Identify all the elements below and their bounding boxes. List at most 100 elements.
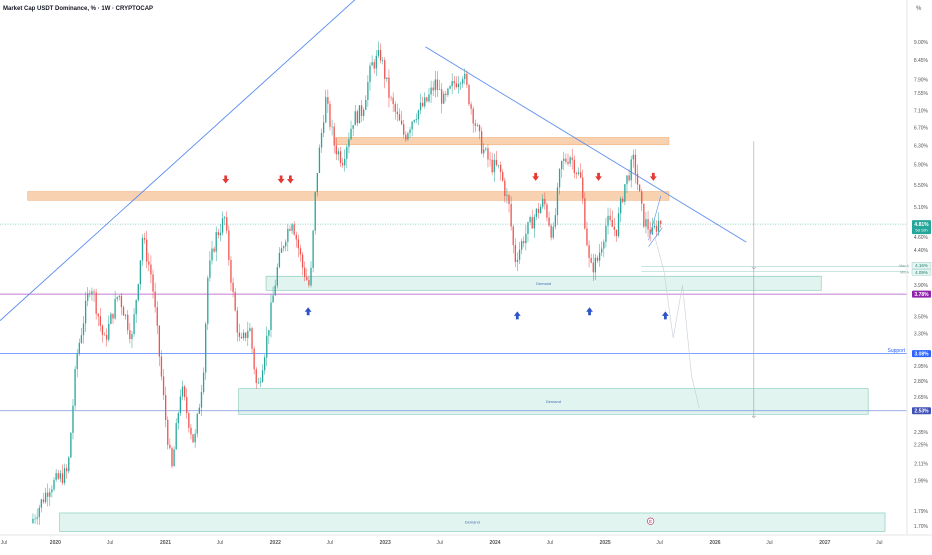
candle-body (316, 172, 318, 193)
candle-body (295, 234, 297, 240)
demand-zone (238, 388, 869, 415)
candle-body (245, 332, 247, 338)
candle-body (122, 307, 125, 316)
candle-body (306, 277, 308, 280)
y-tick-label: 4.40% (914, 248, 929, 254)
candle-body (82, 323, 85, 336)
candle-body (196, 413, 198, 434)
down-arrow (532, 172, 540, 181)
candle-body (489, 159, 491, 161)
candle-body (255, 369, 257, 384)
candle-body (207, 277, 209, 324)
candle-body (169, 444, 171, 449)
candle-body (200, 391, 203, 408)
candle-body (638, 184, 641, 192)
price-axis[interactable]: 9.00% 8.45% 7.90% 7.55% 7.10% 6.70% 6.30% 5.90%… (914, 40, 929, 530)
candle-body (308, 279, 310, 286)
candle-body (428, 94, 430, 102)
candle-body (645, 219, 647, 227)
y-tick-label: 2.95% (914, 364, 929, 370)
support-label: Support (887, 348, 905, 354)
candle-body (430, 87, 432, 95)
candle-body (36, 517, 38, 519)
candle-body (573, 159, 575, 173)
candle-body (455, 83, 458, 88)
x-tick-label: Jul (327, 540, 333, 546)
candle-body (632, 154, 634, 160)
candle-body (84, 300, 87, 324)
candle-body (57, 473, 59, 479)
candle-body (228, 230, 230, 261)
candle-body (537, 208, 540, 214)
candle-body (339, 151, 342, 164)
candle-body (655, 225, 658, 232)
range-tag (911, 269, 932, 276)
candle-body (251, 328, 253, 349)
candle-body (270, 302, 272, 330)
candle-body (194, 433, 196, 443)
candle-body (135, 299, 137, 315)
purple-price-tag (912, 290, 931, 298)
candle-body (249, 328, 251, 332)
candle-body (506, 195, 508, 197)
candle-body (567, 161, 569, 164)
candle-body (101, 325, 104, 335)
candle-body (76, 353, 78, 369)
candle-body (61, 473, 64, 483)
candle-body (392, 97, 394, 105)
y-tick-label: 5.50% (914, 183, 929, 189)
candle-body (285, 241, 287, 247)
candle-body (535, 208, 538, 217)
candle-body (462, 79, 464, 84)
candle-body (516, 259, 519, 262)
candle-body (259, 381, 262, 383)
candle-body (582, 177, 584, 199)
candle-body (607, 215, 609, 226)
candle-body (198, 407, 201, 414)
candle-body (53, 479, 55, 490)
candle-body (617, 213, 620, 237)
candle-body (221, 218, 224, 233)
candle-body (609, 215, 611, 220)
candle-body (344, 158, 346, 166)
trendline (425, 46, 747, 243)
range-tag (911, 262, 932, 269)
candle-body (375, 55, 377, 69)
candle-body (419, 102, 422, 111)
candle-body (116, 296, 118, 299)
candle-body (93, 291, 95, 293)
candle-body (354, 111, 356, 126)
resistance-zone (335, 137, 670, 146)
candle-body (554, 215, 557, 227)
candle-body (312, 230, 314, 268)
candle-body (188, 413, 190, 428)
candle-body (74, 368, 76, 406)
candle-body (356, 111, 359, 124)
candle-body (426, 97, 428, 102)
candle-body (240, 336, 243, 339)
candle-body (363, 109, 365, 116)
x-tick-label: Jul (656, 540, 662, 546)
candle-body (358, 105, 361, 124)
candle-body (209, 260, 211, 278)
candle-body (55, 473, 57, 480)
time-axis[interactable]: Jul 2020 Jul 2021 Jul 2022 Jul 2023 Jul 2024 Jul 20… (1, 540, 883, 546)
candle-body (605, 225, 607, 242)
candle-body (291, 224, 293, 231)
current-price-tag (912, 220, 931, 235)
candle-body (550, 225, 552, 238)
candle-body (171, 448, 173, 467)
candle-body (546, 204, 548, 218)
candle-body (636, 173, 639, 185)
x-tick-label: 2021 (160, 540, 171, 546)
candle-body (457, 83, 460, 88)
candle-body (158, 325, 160, 357)
candle-body (470, 104, 472, 109)
candle-body (236, 310, 238, 333)
candle-body (398, 114, 401, 121)
candle-body (95, 292, 97, 314)
candle-body (234, 292, 236, 311)
candle-body (377, 50, 380, 56)
